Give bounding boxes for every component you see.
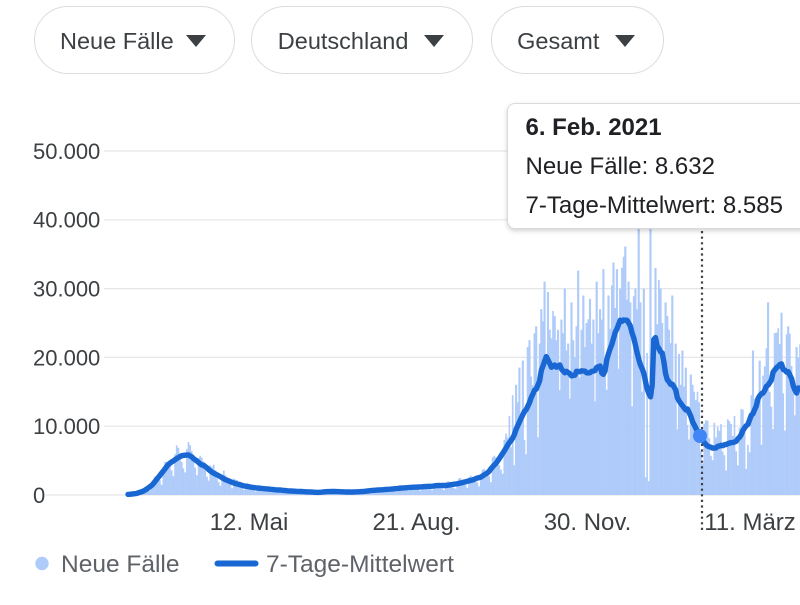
svg-text:7-Tage-Mittelwert: 7-Tage-Mittelwert — [266, 551, 454, 578]
svg-text:40.000: 40.000 — [33, 208, 100, 233]
svg-text:30. Nov.: 30. Nov. — [544, 509, 632, 536]
svg-text:20.000: 20.000 — [33, 345, 100, 370]
svg-text:30.000: 30.000 — [33, 277, 100, 302]
svg-text:12. Mai: 12. Mai — [210, 509, 289, 536]
svg-text:11. März: 11. März — [704, 509, 796, 536]
svg-text:21. Aug.: 21. Aug. — [372, 509, 460, 536]
svg-text:Neue Fälle: Neue Fälle — [61, 551, 179, 578]
svg-text:10.000: 10.000 — [33, 414, 100, 439]
svg-text:50.000: 50.000 — [33, 139, 100, 164]
svg-text:0: 0 — [33, 483, 45, 508]
